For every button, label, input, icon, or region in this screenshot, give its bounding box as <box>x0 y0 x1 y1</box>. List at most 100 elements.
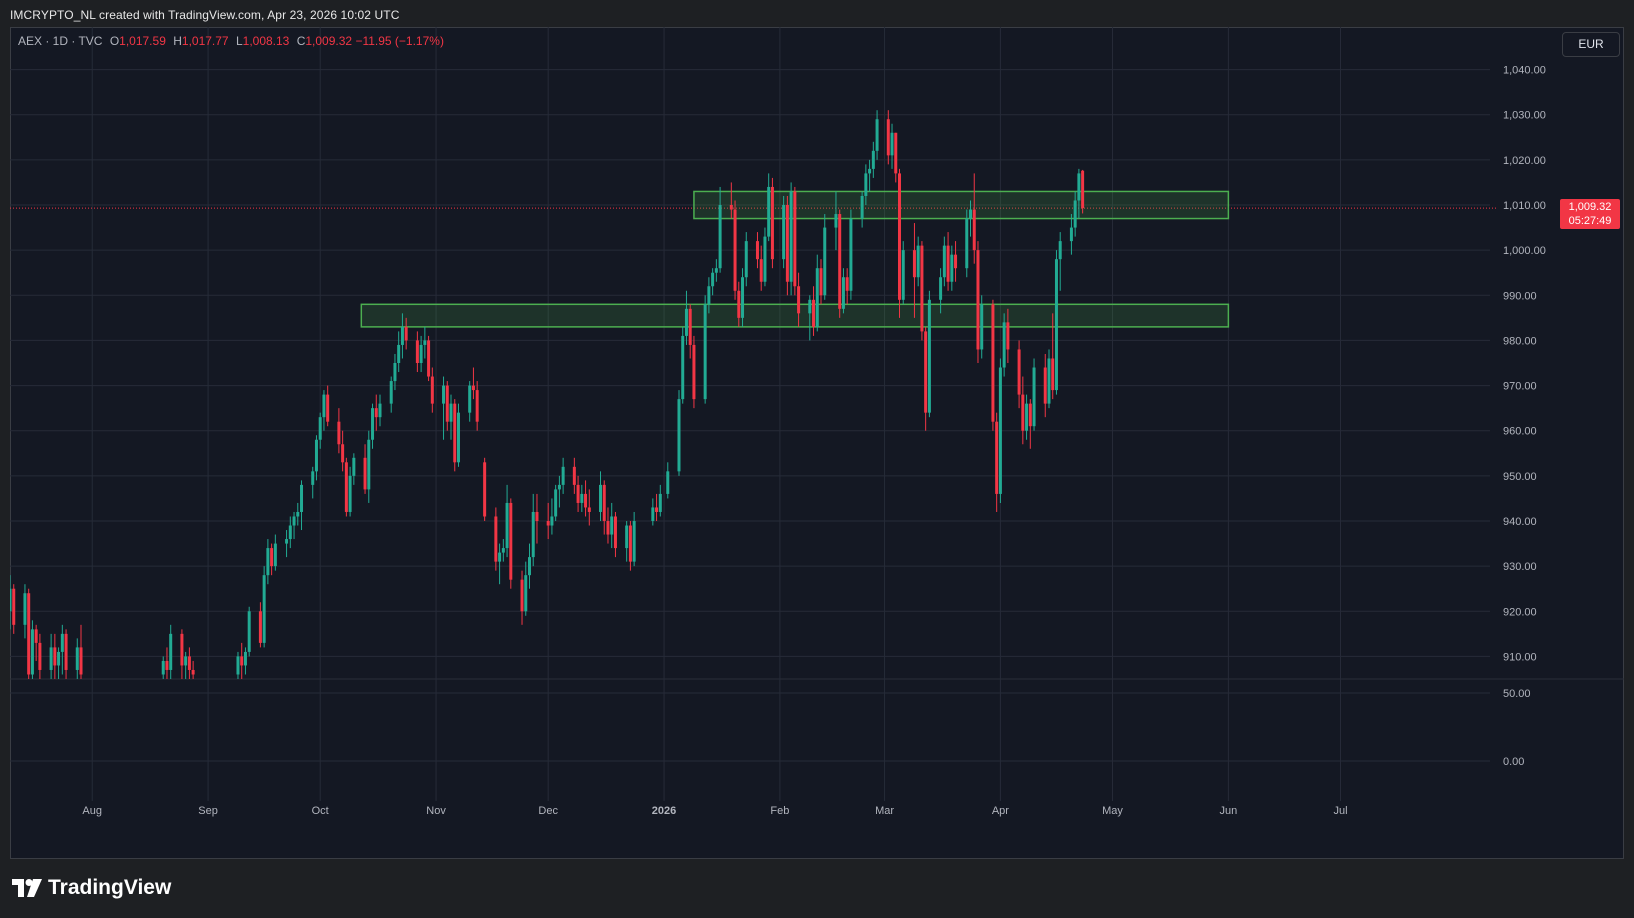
candle-body <box>655 507 659 512</box>
candle <box>677 390 681 476</box>
candle-body <box>475 390 479 422</box>
candle-body <box>1025 403 1029 431</box>
candle <box>498 543 502 585</box>
candle-body <box>741 277 745 318</box>
candle <box>782 195 786 269</box>
symbol-label[interactable]: AEX · 1D · TVC <box>18 34 103 48</box>
candle <box>666 462 670 499</box>
candle <box>453 399 457 472</box>
candle <box>64 629 68 679</box>
candle <box>789 182 793 296</box>
candle-body <box>868 168 872 174</box>
candle-body <box>628 525 632 562</box>
candle <box>1043 353 1047 418</box>
candle <box>628 521 632 571</box>
ohlc-legend: AEX · 1D · TVC O1,017.59 H1,017.77 L1,00… <box>18 34 444 48</box>
time-tick-label: 2026 <box>652 805 676 817</box>
candle-body <box>53 647 57 666</box>
candle <box>1002 313 1006 377</box>
candle <box>920 241 924 341</box>
candle <box>767 173 771 242</box>
candle-body <box>371 408 375 440</box>
candle-body <box>389 381 393 404</box>
tradingview-logo[interactable]: TradingView <box>12 876 171 900</box>
candle-body <box>1054 259 1058 391</box>
candle <box>793 186 797 296</box>
candle-body <box>296 511 300 517</box>
candle-body <box>79 647 83 675</box>
candle-body <box>890 132 894 156</box>
candle-body <box>576 484 580 503</box>
support-resistance-zone[interactable] <box>360 303 1230 328</box>
candle <box>456 403 460 467</box>
candle-body <box>288 525 292 540</box>
candle <box>1021 376 1025 445</box>
candle-body <box>782 205 786 260</box>
candle <box>509 498 513 589</box>
chart-pane[interactable] <box>10 27 1624 859</box>
candle <box>890 123 894 169</box>
candle <box>759 245 763 291</box>
candle <box>23 584 27 639</box>
candle <box>169 624 173 679</box>
candle-body <box>1002 322 1006 368</box>
candle <box>505 484 509 558</box>
support-resistance-zone[interactable] <box>693 190 1230 220</box>
candle-body <box>550 516 554 526</box>
candle <box>38 633 42 679</box>
candle <box>494 507 498 571</box>
candle-body <box>733 209 737 291</box>
candle <box>901 241 905 305</box>
candle-body <box>729 205 733 210</box>
candlestick-chart[interactable]: 1,040.00 1,030.00 1,020.00 1,010.00 1,000.00… <box>10 27 1624 859</box>
candle-body <box>755 241 759 260</box>
candle <box>924 326 928 431</box>
candle-body <box>483 462 487 517</box>
candle <box>471 367 475 400</box>
candle-body <box>49 647 53 670</box>
candle-body <box>587 507 591 512</box>
candle-body <box>886 119 890 156</box>
candle-body <box>1006 322 1010 350</box>
candle <box>741 268 745 327</box>
candle-body <box>318 417 322 440</box>
candle <box>916 236 920 287</box>
candle-body <box>677 399 681 472</box>
candle-body <box>658 493 662 512</box>
currency-button[interactable]: EUR <box>1562 32 1620 57</box>
candle <box>258 602 262 648</box>
price-tick-label: 950.00 <box>1503 471 1537 483</box>
candle-body <box>187 656 191 670</box>
candle <box>165 647 169 679</box>
candle-body <box>912 250 916 278</box>
candle-body <box>602 484 606 521</box>
candle <box>475 381 479 431</box>
grid-lines <box>10 27 1624 801</box>
candle-body <box>1069 227 1073 242</box>
candle-body <box>860 195 864 219</box>
candle <box>378 394 382 427</box>
candle <box>942 236 946 287</box>
candle <box>557 475 561 508</box>
candle <box>341 430 345 472</box>
candle-body <box>1073 200 1077 228</box>
candle <box>187 647 191 679</box>
candle-body <box>969 209 973 219</box>
candle-body <box>415 340 419 363</box>
candle <box>554 484 558 521</box>
candle-body <box>378 403 382 418</box>
candle-body <box>834 214 838 228</box>
price-tick-label: 910.00 <box>1503 651 1537 663</box>
candle <box>584 480 588 517</box>
candle-body <box>12 588 16 625</box>
candle-body <box>300 484 304 512</box>
candle-body <box>554 489 558 517</box>
candle-body <box>599 484 603 512</box>
candle-body <box>23 593 27 625</box>
candle <box>580 484 584 512</box>
candle <box>692 335 696 409</box>
candle <box>658 484 662 517</box>
candle-body <box>946 245 950 282</box>
open-value: 1,017.59 <box>119 34 166 48</box>
price-tick-label: 920.00 <box>1503 606 1537 618</box>
